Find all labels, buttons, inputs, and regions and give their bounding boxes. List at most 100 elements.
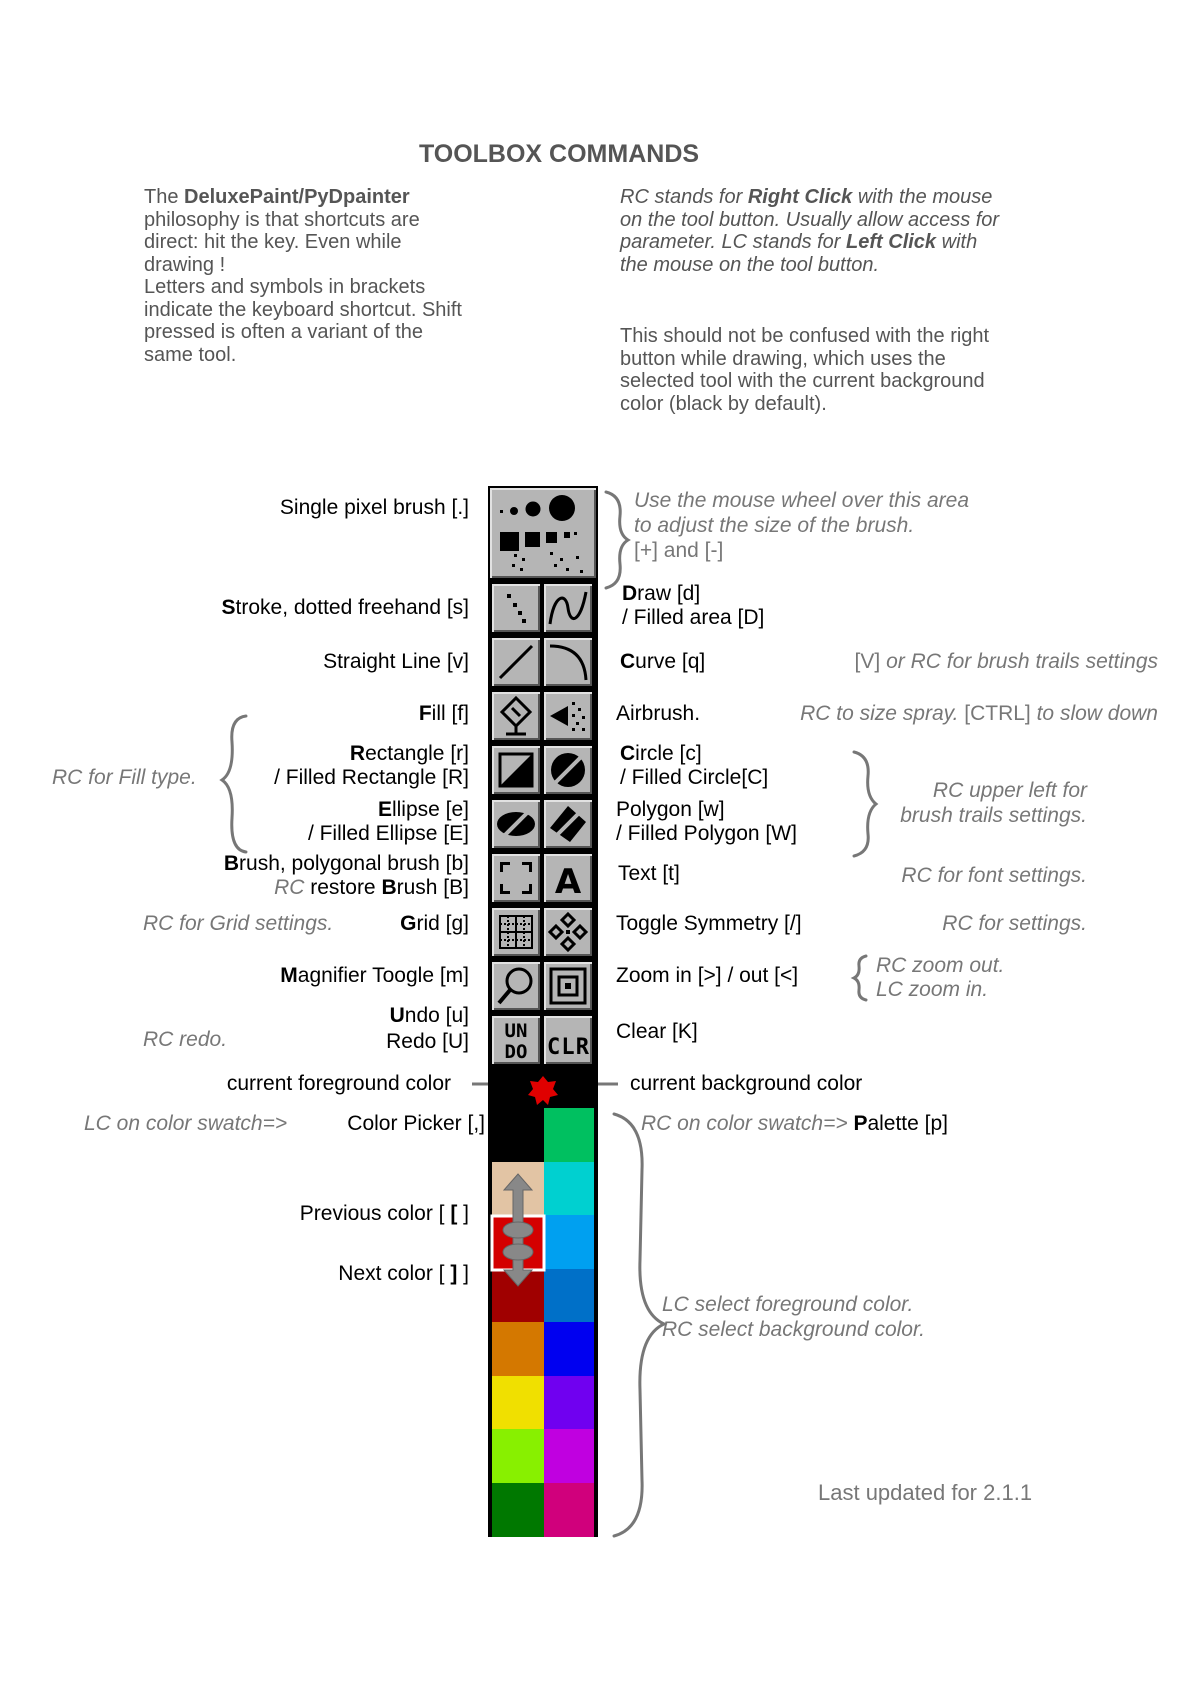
- polygon-icon: [548, 804, 588, 844]
- palette-swatch-right-6[interactable]: [544, 1429, 594, 1483]
- note-wheel-2: to adjust the size of the brush.: [634, 514, 915, 537]
- label-restore-text: rush [B]: [396, 876, 469, 899]
- palette-swatch-right-3[interactable]: [544, 1268, 594, 1323]
- note-rc-swatch: RC on color swatch=>: [641, 1112, 854, 1135]
- palette-swatch-left-6[interactable]: [492, 1429, 544, 1483]
- label-magnifier: Magnifier Toogle [m]: [280, 964, 469, 988]
- label-color-picker: Color Picker [,]: [347, 1112, 485, 1135]
- clear-icon: CLR: [547, 1035, 590, 1060]
- label-fill-text: ill [f]: [431, 702, 469, 725]
- zoom-tool[interactable]: [544, 962, 592, 1010]
- fill-bucket-icon: [499, 695, 533, 736]
- note-fill-type: RC for Fill type.: [52, 766, 197, 789]
- brush-size-brace: [604, 490, 631, 590]
- rectangle-tool[interactable]: [492, 746, 540, 794]
- current-fg-color-indicator: [528, 1076, 558, 1105]
- curve-tool[interactable]: [544, 638, 592, 686]
- note-wheel-3: [+] and [-]: [634, 539, 724, 562]
- prev-handle-icon: [502, 1221, 534, 1239]
- label-palette: RC on color swatch=> Palette [p]: [641, 1112, 948, 1136]
- label-zoom: Zoom in [>] / out [<]: [616, 964, 799, 987]
- intro-left-text: philosophy is that shortcuts are direct:…: [144, 208, 420, 276]
- note-lc-swatch: LC on color swatch=>: [84, 1112, 288, 1135]
- grid-tool[interactable]: [492, 908, 540, 956]
- palette-swatch-left-5[interactable]: [492, 1375, 544, 1430]
- note-zoom-1: RC zoom out.: [876, 954, 1005, 977]
- palette-brace: [612, 1112, 668, 1538]
- label-prev-c: ]: [457, 1202, 469, 1225]
- text-icon: A: [555, 862, 582, 902]
- palette-swatch-right-0[interactable]: [544, 1108, 594, 1162]
- label-next-key: ]: [450, 1262, 458, 1285]
- palette-swatch-right-5[interactable]: [544, 1375, 594, 1430]
- ellipse-tool[interactable]: [492, 800, 540, 848]
- rectangle-icon: [498, 752, 534, 788]
- note-zoom: RC zoom out. LC zoom in.: [876, 954, 1004, 1002]
- straight-line-icon: [498, 644, 534, 680]
- airbrush-tool[interactable]: [544, 692, 592, 740]
- note-upper-left-2: brush trails settings.: [900, 804, 1087, 827]
- intro-left-text-2: Letters and symbols in brackets indicate…: [144, 276, 462, 366]
- label-filled-area: / Filled area [D]: [622, 606, 765, 629]
- label-ellipse-key: E: [377, 798, 392, 821]
- circle-tool[interactable]: [544, 746, 592, 794]
- label-brush: Brush, polygonal brush [b]: [224, 852, 469, 876]
- svg-text:DO: DO: [505, 1041, 528, 1063]
- svg-text:CLR: CLR: [547, 1035, 590, 1060]
- label-stroke-text: troke, dotted freehand [s]: [235, 596, 469, 619]
- svg-text:A: A: [555, 862, 582, 902]
- straight-line-tool[interactable]: [492, 638, 540, 686]
- label-polygon: Polygon [w]: [616, 798, 725, 821]
- last-updated: Last updated for 2.1.1: [818, 1480, 1033, 1505]
- label-single-pixel: Single pixel brush [.]: [279, 496, 469, 519]
- palette-swatch-left-4[interactable]: [492, 1322, 544, 1376]
- fill-tool[interactable]: [492, 692, 540, 740]
- magnifier-tool[interactable]: [492, 962, 540, 1010]
- intro-right-e: with the mouse on the tool button.: [620, 231, 978, 276]
- ellipse-icon: [496, 806, 535, 844]
- palette-swatch-right-7[interactable]: [544, 1482, 594, 1537]
- label-stroke: Stroke, dotted freehand [s]: [222, 596, 470, 620]
- note-airbrush: RC to size spray. [CTRL] to slow down: [800, 702, 1158, 726]
- current-colors[interactable]: [492, 1072, 594, 1108]
- undo-tool[interactable]: UN DO: [492, 1016, 540, 1064]
- text-tool[interactable]: A: [544, 854, 592, 902]
- note-grid-settings: RC for Grid settings.: [143, 912, 334, 935]
- draw-tool[interactable]: [544, 584, 592, 632]
- palette-swatch-left-7[interactable]: [492, 1482, 544, 1537]
- dotted-freehand-tool[interactable]: [492, 584, 540, 632]
- label-curve-text: urve [q]: [635, 650, 706, 673]
- note-zoom-2: LC zoom in.: [876, 978, 989, 1001]
- palette-swatch-right-1[interactable]: [544, 1161, 594, 1216]
- brush-sizes-icon: [500, 495, 583, 573]
- note-air-c: to slow down: [1036, 702, 1158, 725]
- palette-swatch-right-4[interactable]: [544, 1322, 594, 1376]
- label-restore-key: B: [381, 876, 397, 899]
- label-brush-text: rush, polygonal brush [b]: [239, 852, 469, 875]
- label-curve-key: C: [620, 650, 636, 673]
- label-next-c: ]: [457, 1262, 469, 1285]
- label-text: Text [t]: [618, 862, 680, 885]
- palette-swatch-left-0[interactable]: [492, 1108, 544, 1162]
- clear-tool[interactable]: CLR: [544, 1016, 592, 1064]
- polygon-tool[interactable]: [544, 800, 592, 848]
- page-title: TOOLBOX COMMANDS: [418, 140, 700, 168]
- note-redo: RC redo.: [143, 1028, 228, 1051]
- label-filled-polygon: / Filled Polygon [W]: [616, 822, 797, 845]
- symmetry-tool[interactable]: [544, 908, 592, 956]
- color-palette: [492, 1108, 598, 1537]
- circle-icon: [548, 750, 588, 790]
- prev-next-overlay: [490, 1173, 546, 1287]
- brush-size-selector[interactable]: [490, 488, 596, 578]
- label-stroke-key: S: [221, 596, 236, 619]
- draw-curve-icon: [548, 591, 588, 625]
- note-symmetry-settings: RC for settings.: [942, 912, 1087, 935]
- label-airbrush: Airbrush.: [616, 702, 701, 725]
- brush-select-tool[interactable]: [492, 854, 540, 902]
- label-straight-line: Straight Line [v]: [323, 650, 469, 673]
- label-circle-text: ircle [c]: [635, 742, 702, 765]
- label-clear: Clear [K]: [616, 1020, 698, 1043]
- label-previous-color: Previous color [ [ ]: [300, 1202, 469, 1226]
- magnifier-icon: [497, 967, 533, 1005]
- palette-swatch-right-2[interactable]: [544, 1215, 594, 1269]
